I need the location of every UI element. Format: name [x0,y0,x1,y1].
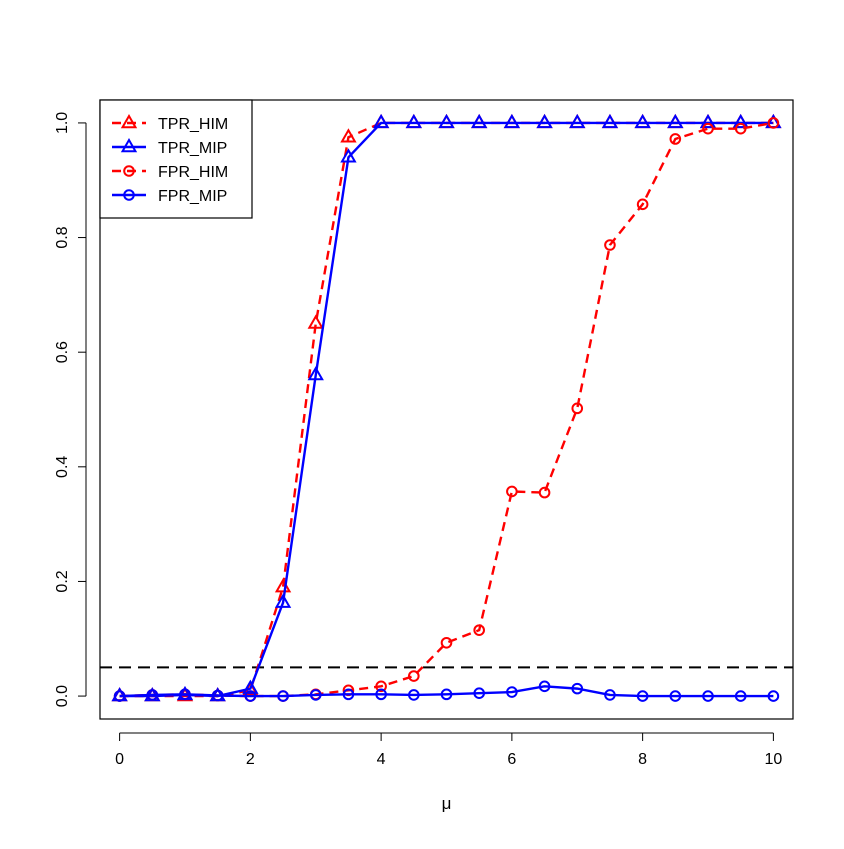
data-point-fpr-mip [734,690,747,702]
data-point-fpr-mip [571,682,584,695]
data-point-fpr-him [506,485,518,498]
y-tick-label: 1.0 [54,112,71,134]
data-point-fpr-mip [113,690,126,702]
data-point-fpr-mip [309,689,322,701]
data-point-fpr-mip [277,690,289,702]
legend-label: FPR_MIP [158,188,227,205]
data-point-tpr-mip [405,113,422,129]
data-point-fpr-mip [375,688,387,701]
data-point-fpr-mip [211,689,224,702]
data-point-fpr-him [702,122,714,135]
data-point-tpr-mip [667,113,684,129]
data-point-tpr-him [340,128,357,143]
x-tick-label: 4 [377,751,386,768]
data-point-tpr-mip [372,113,390,129]
data-point-fpr-him [375,680,387,693]
y-tick-label: 0.0 [54,685,71,707]
data-point-fpr-mip [244,690,257,702]
data-point-fpr-mip [342,688,355,701]
y-tick-label: 0.2 [54,570,71,592]
data-point-fpr-him [734,122,747,135]
legend-marker [123,189,135,201]
data-point-fpr-him [604,239,616,251]
data-point-fpr-him [571,402,584,415]
x-tick-label: 8 [638,751,647,768]
legend-label: TPR_MIP [158,140,227,157]
legend: TPR_HIM TPR_MIP FPR_HIM FPR_MIP [99,99,253,219]
legend-label: FPR_HIM [158,164,228,181]
series-fpr-mip [113,680,780,702]
data-point-tpr-mip [569,113,586,129]
data-point-fpr-him [473,624,485,636]
data-point-tpr-mip [601,113,619,129]
data-point-tpr-mip [242,679,259,694]
data-point-fpr-mip [702,690,714,702]
data-point-tpr-mip [634,113,651,129]
x-axis-label: μ [442,794,452,813]
data-point-fpr-mip [408,689,420,701]
y-tick-label: 0.8 [54,226,71,248]
legend-marker [123,165,135,177]
data-point-fpr-mip [506,686,518,698]
y-tick-label: 0.6 [54,341,71,363]
data-point-tpr-mip [503,113,521,129]
data-point-fpr-mip [636,690,649,702]
legend-label: TPR_HIM [158,116,228,133]
x-tick-label: 0 [115,751,124,768]
data-point-fpr-mip [146,689,159,701]
data-point-tpr-mip [699,113,717,129]
legend-marker [120,113,138,129]
data-point-tpr-mip [471,113,488,129]
data-point-fpr-him [408,670,420,682]
x-tick-label: 6 [507,751,516,768]
data-point-tpr-mip [274,593,292,608]
data-point-fpr-him [636,198,649,211]
x-tick-label: 10 [764,751,782,768]
data-point-tpr-mip [307,366,324,381]
data-point-fpr-mip [440,688,453,701]
y-axis: 0.0 0.2 0.4 0.6 0.8 1.0 [54,112,87,707]
plot-frame [99,99,794,720]
x-axis: 0 2 4 6 8 10 [115,732,782,768]
data-point-fpr-him [767,117,780,129]
y-tick-label: 0.4 [54,456,71,478]
data-point-fpr-mip [179,688,191,701]
data-point-fpr-him [669,133,682,145]
series-layer [111,113,782,702]
data-point-fpr-him [440,636,453,649]
data-point-tpr-mip [438,113,455,129]
data-point-tpr-mip [340,148,357,163]
legend-marker [120,137,138,153]
series-line-fpr-mip [119,685,774,698]
data-point-tpr-mip [732,113,749,129]
series-line-tpr-mip [119,121,774,698]
data-point-tpr-mip [536,113,553,129]
data-point-tpr-him [307,314,324,329]
data-point-fpr-mip [669,690,682,702]
data-point-fpr-mip [604,689,616,701]
data-point-fpr-mip [538,680,551,693]
x-tick-label: 2 [246,751,255,768]
data-point-fpr-him [538,486,551,499]
data-point-fpr-mip [473,687,485,700]
data-point-fpr-mip [767,690,780,702]
